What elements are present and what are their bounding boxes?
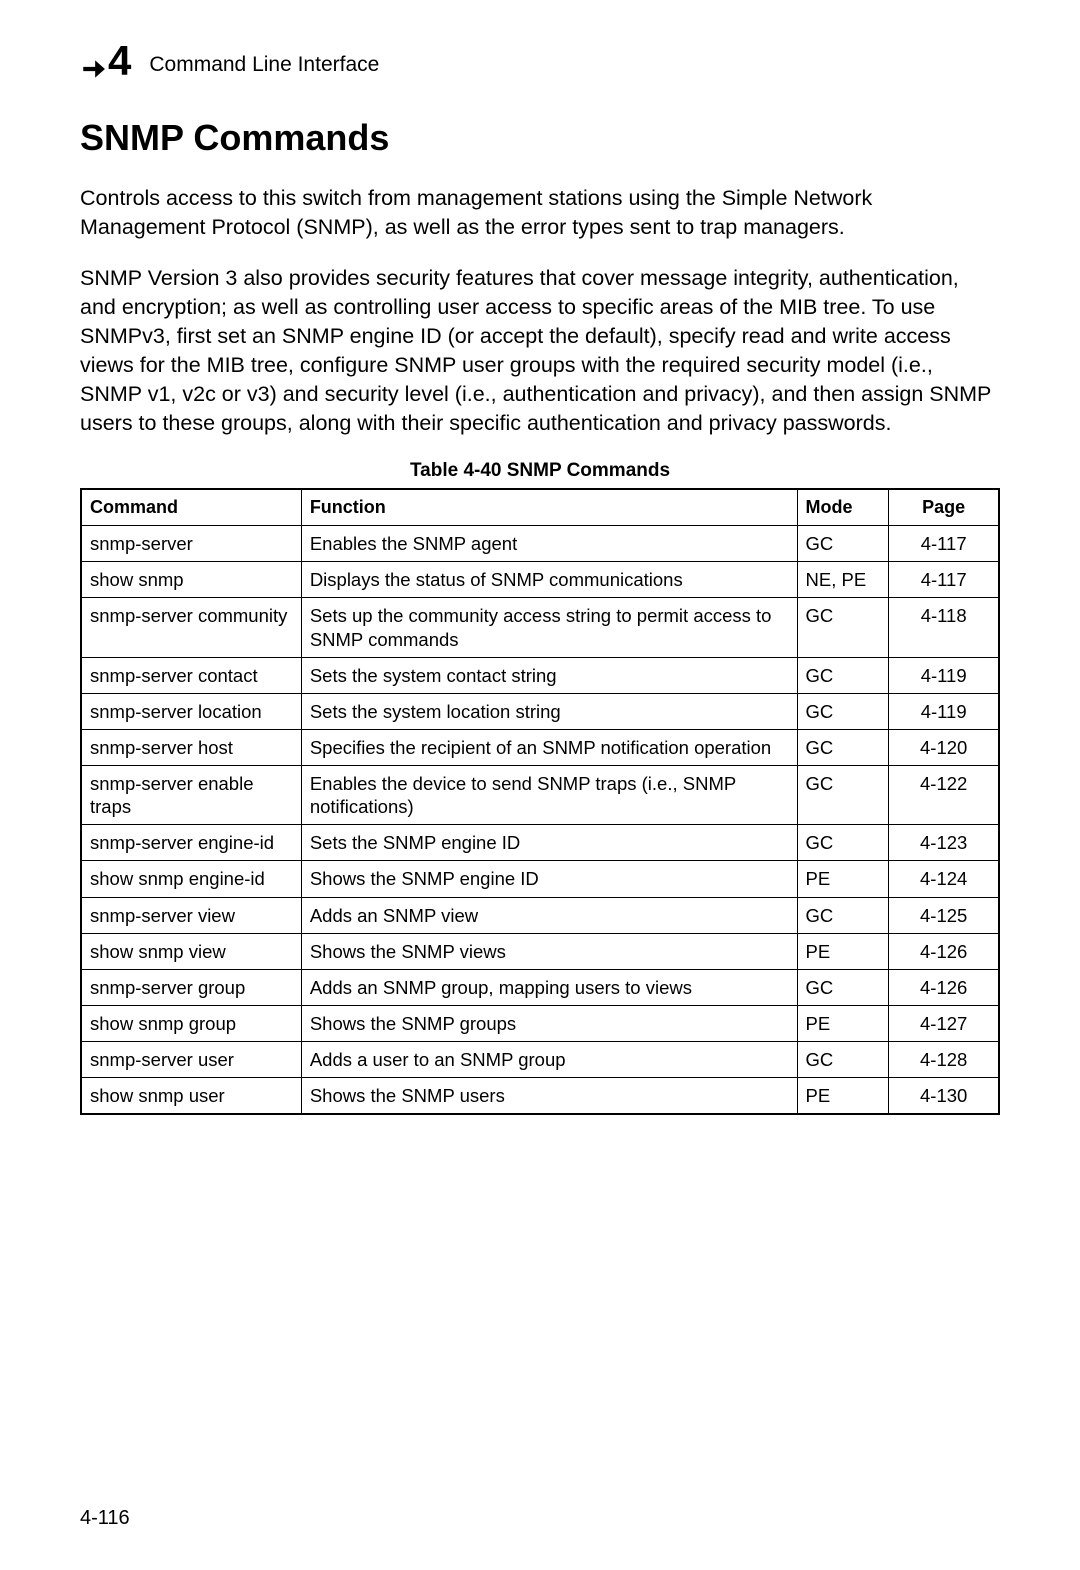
cell-mode: GC (797, 693, 889, 729)
col-header-page: Page (889, 489, 999, 526)
intro-paragraph-2: SNMP Version 3 also provides security fe… (80, 264, 1000, 438)
cell-command: snmp-server enable traps (81, 766, 301, 825)
cell-command: show snmp user (81, 1078, 301, 1115)
cell-page: 4-130 (889, 1078, 999, 1115)
cell-command: snmp-server location (81, 693, 301, 729)
cell-page: 4-119 (889, 657, 999, 693)
cell-function: Sets the system location string (301, 693, 797, 729)
cell-command: snmp-server user (81, 1042, 301, 1078)
cell-mode: GC (797, 598, 889, 657)
cell-function: Adds a user to an SNMP group (301, 1042, 797, 1078)
cell-command: snmp-server engine-id (81, 825, 301, 861)
table-row: snmp-server enable trapsEnables the devi… (81, 766, 999, 825)
cell-page: 4-117 (889, 562, 999, 598)
table-row: snmp-server hostSpecifies the recipient … (81, 729, 999, 765)
cell-function: Shows the SNMP engine ID (301, 861, 797, 897)
cell-page: 4-124 (889, 861, 999, 897)
cell-command: snmp-server view (81, 897, 301, 933)
arrow-right-icon (80, 56, 106, 82)
page-header: 4 Command Line Interface (80, 40, 1000, 82)
table-row: snmp-server contactSets the system conta… (81, 657, 999, 693)
table-row: show snmp groupShows the SNMP groupsPE4-… (81, 1005, 999, 1041)
cell-command: snmp-server host (81, 729, 301, 765)
col-header-function: Function (301, 489, 797, 526)
cell-mode: GC (797, 825, 889, 861)
cell-mode: PE (797, 933, 889, 969)
cell-page: 4-117 (889, 526, 999, 562)
cell-page: 4-128 (889, 1042, 999, 1078)
cell-mode: GC (797, 969, 889, 1005)
cell-page: 4-125 (889, 897, 999, 933)
cell-mode: PE (797, 1078, 889, 1115)
table-row: snmp-server communitySets up the communi… (81, 598, 999, 657)
col-header-command: Command (81, 489, 301, 526)
cell-command: snmp-server contact (81, 657, 301, 693)
snmp-commands-table: Command Function Mode Page snmp-serverEn… (80, 488, 1000, 1115)
cell-page: 4-126 (889, 933, 999, 969)
cell-function: Enables the SNMP agent (301, 526, 797, 562)
cell-function: Shows the SNMP users (301, 1078, 797, 1115)
cell-page: 4-127 (889, 1005, 999, 1041)
cell-function: Shows the SNMP views (301, 933, 797, 969)
table-row: show snmpDisplays the status of SNMP com… (81, 562, 999, 598)
table-row: snmp-serverEnables the SNMP agentGC4-117 (81, 526, 999, 562)
cell-function: Sets the system contact string (301, 657, 797, 693)
table-row: snmp-server engine-idSets the SNMP engin… (81, 825, 999, 861)
table-row: show snmp viewShows the SNMP viewsPE4-12… (81, 933, 999, 969)
cell-mode: GC (797, 1042, 889, 1078)
cell-page: 4-119 (889, 693, 999, 729)
cell-command: show snmp engine-id (81, 861, 301, 897)
cell-command: show snmp (81, 562, 301, 598)
cell-function: Displays the status of SNMP communicatio… (301, 562, 797, 598)
cell-command: snmp-server community (81, 598, 301, 657)
page-title: SNMP Commands (80, 117, 1000, 159)
cell-function: Sets the SNMP engine ID (301, 825, 797, 861)
page-number: 4-116 (80, 1507, 130, 1530)
table-row: snmp-server userAdds a user to an SNMP g… (81, 1042, 999, 1078)
chapter-number: 4 (108, 40, 131, 82)
cell-function: Adds an SNMP view (301, 897, 797, 933)
chapter-icon: 4 (80, 40, 131, 82)
cell-page: 4-118 (889, 598, 999, 657)
cell-mode: GC (797, 766, 889, 825)
cell-mode: GC (797, 897, 889, 933)
cell-function: Sets up the community access string to p… (301, 598, 797, 657)
cell-page: 4-126 (889, 969, 999, 1005)
table-row: snmp-server viewAdds an SNMP viewGC4-125 (81, 897, 999, 933)
cell-mode: NE, PE (797, 562, 889, 598)
cell-mode: GC (797, 657, 889, 693)
cell-function: Specifies the recipient of an SNMP notif… (301, 729, 797, 765)
header-section-title: Command Line Interface (149, 53, 379, 77)
cell-mode: GC (797, 729, 889, 765)
cell-function: Enables the device to send SNMP traps (i… (301, 766, 797, 825)
table-row: snmp-server groupAdds an SNMP group, map… (81, 969, 999, 1005)
cell-command: show snmp group (81, 1005, 301, 1041)
table-header-row: Command Function Mode Page (81, 489, 999, 526)
cell-function: Shows the SNMP groups (301, 1005, 797, 1041)
intro-paragraph-1: Controls access to this switch from mana… (80, 184, 1000, 242)
table-row: show snmp userShows the SNMP usersPE4-13… (81, 1078, 999, 1115)
cell-command: show snmp view (81, 933, 301, 969)
cell-mode: GC (797, 526, 889, 562)
cell-page: 4-122 (889, 766, 999, 825)
table-row: show snmp engine-idShows the SNMP engine… (81, 861, 999, 897)
col-header-mode: Mode (797, 489, 889, 526)
cell-page: 4-120 (889, 729, 999, 765)
cell-mode: PE (797, 861, 889, 897)
cell-command: snmp-server group (81, 969, 301, 1005)
cell-function: Adds an SNMP group, mapping users to vie… (301, 969, 797, 1005)
cell-page: 4-123 (889, 825, 999, 861)
cell-mode: PE (797, 1005, 889, 1041)
table-caption: Table 4-40 SNMP Commands (80, 460, 1000, 482)
table-row: snmp-server locationSets the system loca… (81, 693, 999, 729)
cell-command: snmp-server (81, 526, 301, 562)
